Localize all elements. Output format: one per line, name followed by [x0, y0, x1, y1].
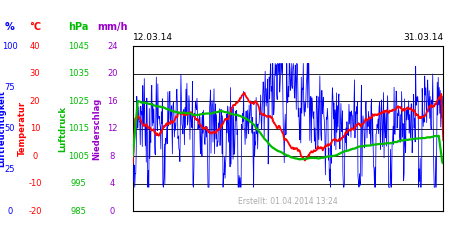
Text: 0: 0 [110, 207, 115, 216]
Text: 30: 30 [30, 69, 40, 78]
Text: 75: 75 [4, 83, 15, 92]
Text: 100: 100 [2, 42, 18, 51]
Text: 1045: 1045 [68, 42, 89, 51]
Text: 0: 0 [32, 152, 38, 161]
Text: 1005: 1005 [68, 152, 89, 161]
Text: 8: 8 [110, 152, 115, 161]
Text: mm/h: mm/h [97, 22, 128, 32]
Text: 10: 10 [30, 124, 40, 133]
Text: 985: 985 [71, 207, 87, 216]
Text: 1035: 1035 [68, 69, 89, 78]
Text: Niederschlag: Niederschlag [92, 98, 101, 160]
Text: Temperatur: Temperatur [18, 101, 27, 156]
Text: 995: 995 [71, 179, 86, 188]
Text: 1025: 1025 [68, 97, 89, 106]
Text: 1015: 1015 [68, 124, 89, 133]
Text: 12: 12 [107, 124, 118, 133]
Text: 40: 40 [30, 42, 40, 51]
Text: 31.03.14: 31.03.14 [403, 33, 443, 42]
Text: 16: 16 [107, 97, 118, 106]
Text: 20: 20 [107, 69, 118, 78]
Text: -20: -20 [28, 207, 42, 216]
Text: Erstellt: 01.04.2014 13:24: Erstellt: 01.04.2014 13:24 [238, 197, 338, 206]
Text: -10: -10 [28, 179, 42, 188]
Text: Luftdruck: Luftdruck [58, 106, 68, 152]
Text: 50: 50 [4, 124, 15, 133]
Text: 25: 25 [4, 166, 15, 174]
Text: 24: 24 [107, 42, 118, 51]
Text: 12.03.14: 12.03.14 [133, 33, 173, 42]
Text: 4: 4 [110, 179, 115, 188]
Text: 0: 0 [7, 207, 13, 216]
Text: °C: °C [29, 22, 41, 32]
Text: 20: 20 [30, 97, 40, 106]
Text: hPa: hPa [68, 22, 89, 32]
Text: Luftfeuchtigkeit: Luftfeuchtigkeit [0, 90, 6, 167]
Text: %: % [5, 22, 15, 32]
